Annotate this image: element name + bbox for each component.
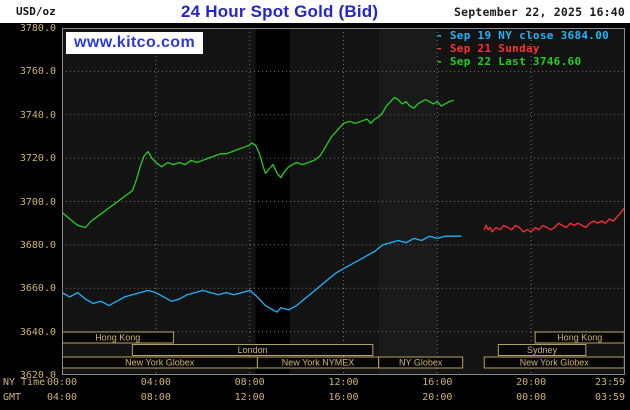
y-axis-labels: 3780.0 3760.0 3740.0 3720.0 3700.0 3680.0 3660… bbox=[0, 0, 58, 410]
price-line-sep21 bbox=[483, 207, 625, 233]
gmt-tick: 08:00 bbox=[140, 392, 171, 403]
gmt-tick: 12:00 bbox=[234, 392, 265, 403]
plot-frame bbox=[62, 28, 625, 375]
ny-time-tick: 12:00 bbox=[328, 377, 359, 388]
page-title: 24 Hour Spot Gold (Bid) bbox=[181, 2, 379, 21]
ny-time-tick: 04:00 bbox=[140, 377, 171, 388]
session-box bbox=[497, 344, 587, 356]
unit-label: USD/oz bbox=[16, 5, 56, 18]
gmt-tick: 20:00 bbox=[422, 392, 453, 403]
ny-time-tick: 16:00 bbox=[422, 377, 453, 388]
chart-header: USD/oz 24 Hour Spot Gold (Bid) September… bbox=[0, 0, 630, 23]
legend-sep19: - Sep 19 NY close 3684.00 bbox=[436, 29, 610, 42]
kitco-watermark-link[interactable]: www.kitco.com bbox=[66, 32, 204, 54]
chart-timestamp: September 22, 2025 16:40 bbox=[454, 5, 625, 19]
session-label: Hong Kong bbox=[95, 333, 140, 343]
price-plot: Hong Kong Hong Kong London Sydney New York G… bbox=[62, 28, 625, 375]
y-tick-label: 3640.0 bbox=[19, 326, 56, 338]
legend-sep22: - Sep 22 Last 3746.60 bbox=[436, 55, 582, 68]
plot-area: Hong Kong Hong Kong London Sydney New York G… bbox=[62, 28, 625, 375]
session-label: New York Globex bbox=[125, 358, 195, 368]
y-tick-label: 3700.0 bbox=[19, 196, 56, 208]
legend-sep21: - Sep 21 Sunday bbox=[436, 42, 540, 55]
price-line-sep22 bbox=[62, 96, 454, 229]
gmt-tick: 00:00 bbox=[516, 392, 547, 403]
y-tick-label: 3660.0 bbox=[19, 283, 56, 295]
session-box bbox=[378, 356, 464, 369]
session-shading-band bbox=[255, 28, 290, 375]
session-box bbox=[62, 331, 174, 344]
y-tick-label: 3740.0 bbox=[19, 109, 56, 121]
y-tick-label: 3720.0 bbox=[19, 153, 56, 165]
price-line-sep19 bbox=[62, 235, 462, 313]
session-label: London bbox=[238, 345, 268, 355]
y-tick-label: 3620.0 bbox=[19, 370, 56, 381]
ny-time-tick: 20:00 bbox=[516, 377, 547, 388]
ny-time-tick: 08:00 bbox=[234, 377, 265, 388]
y-tick-label: 3680.0 bbox=[19, 239, 56, 251]
session-label: Sydney bbox=[527, 345, 558, 355]
gmt-tick: 16:00 bbox=[328, 392, 359, 403]
ny-time-tick: 23:59 bbox=[594, 377, 626, 388]
session-shading-band bbox=[378, 28, 438, 375]
gmt-tick: 03:59 bbox=[594, 392, 626, 403]
session-label: Hong Kong bbox=[557, 333, 602, 343]
session-label: NY Globex bbox=[399, 358, 443, 368]
session-label: New York NYMEX bbox=[282, 358, 355, 368]
session-label: New York Globex bbox=[520, 358, 590, 368]
y-tick-label: 3760.0 bbox=[19, 66, 56, 78]
chart-legend: - Sep 19 NY close 3684.00- Sep 21 Sunday… bbox=[436, 29, 609, 68]
y-tick-label: 3780.0 bbox=[19, 23, 56, 34]
plot-background bbox=[62, 28, 625, 375]
session-box bbox=[131, 344, 374, 356]
